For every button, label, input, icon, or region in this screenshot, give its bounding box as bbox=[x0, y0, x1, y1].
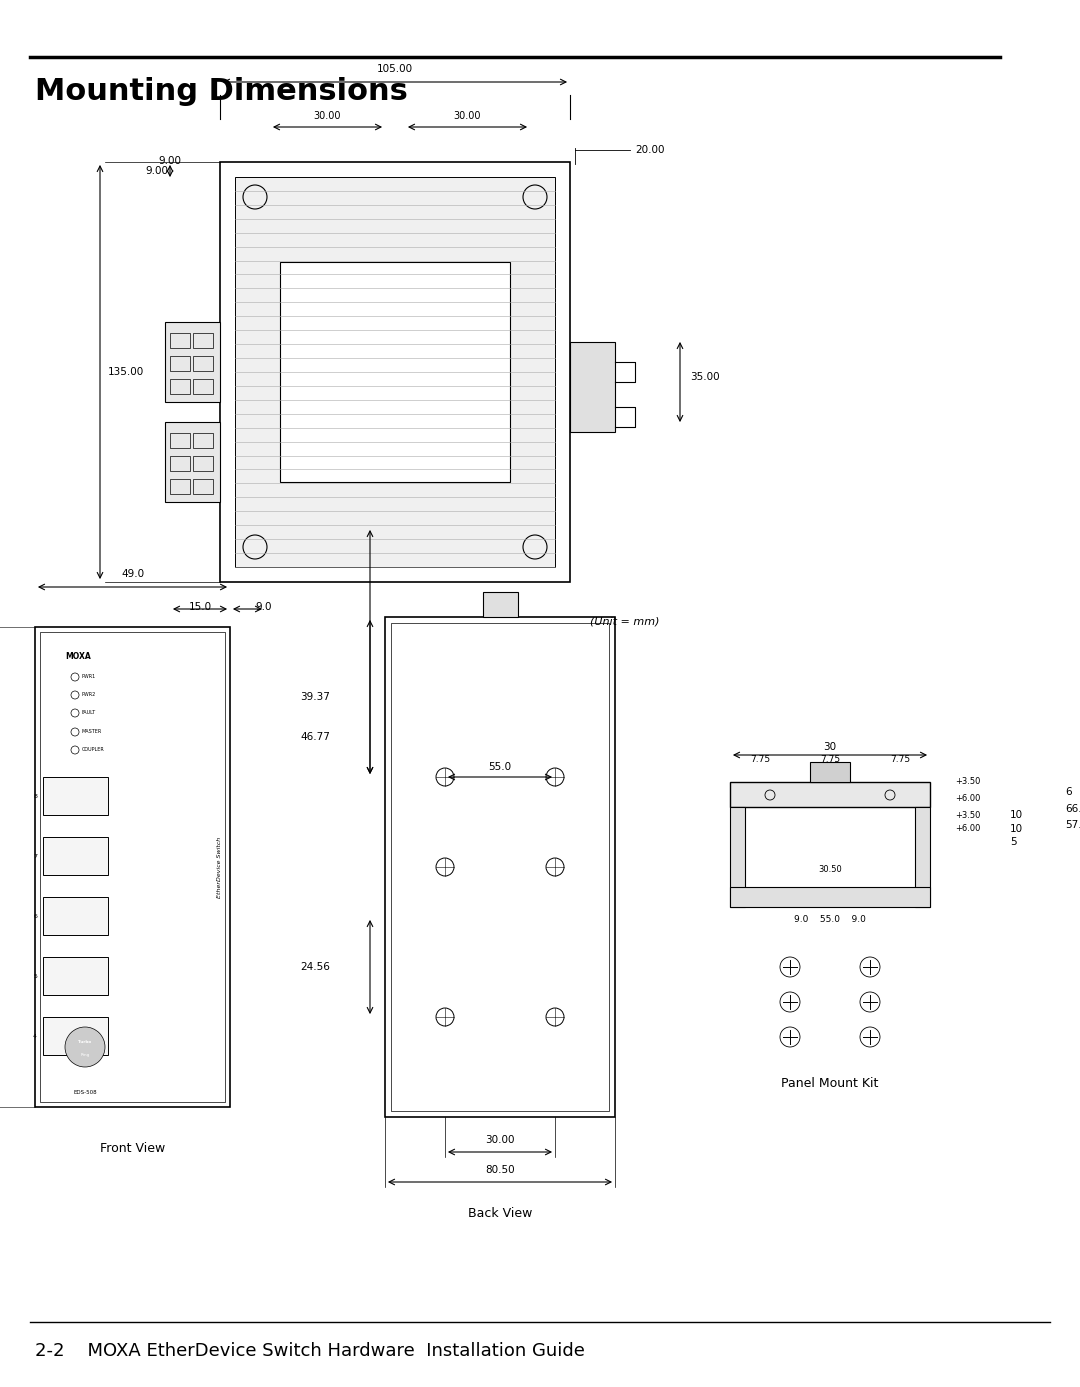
Text: 2-2    MOXA EtherDevice Switch Hardware  Installation Guide: 2-2 MOXA EtherDevice Switch Hardware Ins… bbox=[35, 1343, 585, 1361]
Text: Turbo: Turbo bbox=[79, 1040, 92, 1044]
Text: 5: 5 bbox=[1010, 836, 1016, 847]
Text: PWR1: PWR1 bbox=[82, 674, 96, 680]
Text: 9.0    55.0    9.0: 9.0 55.0 9.0 bbox=[794, 915, 866, 924]
Text: 105.00: 105.00 bbox=[377, 64, 413, 74]
Text: Back View: Back View bbox=[468, 1207, 532, 1221]
Text: 39.37: 39.37 bbox=[300, 692, 330, 702]
Text: MASTER: MASTER bbox=[82, 730, 103, 735]
Text: 7.75: 7.75 bbox=[750, 755, 770, 763]
Bar bbox=[193, 379, 213, 394]
Circle shape bbox=[65, 1026, 105, 1067]
Text: 9.00: 9.00 bbox=[145, 166, 168, 176]
Text: FAULT: FAULT bbox=[82, 710, 96, 716]
Bar bbox=[235, 178, 555, 567]
Bar bbox=[170, 456, 190, 472]
Bar bbox=[170, 356, 190, 370]
Bar bbox=[730, 782, 930, 807]
Bar bbox=[280, 262, 510, 483]
Text: 30: 30 bbox=[823, 742, 837, 752]
Bar bbox=[43, 1017, 108, 1056]
Text: 24.56: 24.56 bbox=[300, 963, 330, 972]
Bar bbox=[483, 592, 517, 617]
Text: 6: 6 bbox=[33, 914, 37, 918]
Text: 80.50: 80.50 bbox=[485, 1165, 515, 1175]
Text: (Unit = mm): (Unit = mm) bbox=[590, 617, 660, 627]
Text: 10: 10 bbox=[1010, 824, 1023, 834]
Bar bbox=[193, 479, 213, 494]
Text: 7.75: 7.75 bbox=[820, 755, 840, 763]
Bar bbox=[193, 456, 213, 472]
Bar bbox=[40, 632, 225, 1103]
Text: 30.50: 30.50 bbox=[819, 864, 842, 874]
Text: 30.00: 30.00 bbox=[485, 1135, 515, 1146]
Text: 135.00: 135.00 bbox=[108, 368, 145, 377]
Text: Front View: Front View bbox=[99, 1142, 165, 1155]
Text: 10: 10 bbox=[1010, 810, 1023, 820]
Bar bbox=[193, 333, 213, 348]
Text: +3.50: +3.50 bbox=[955, 810, 981, 820]
Bar bbox=[915, 807, 930, 907]
Text: +3.50: +3.50 bbox=[955, 778, 981, 786]
Text: 6: 6 bbox=[1065, 786, 1071, 798]
Bar bbox=[810, 761, 850, 782]
Text: EtherDevice Switch: EtherDevice Switch bbox=[217, 836, 222, 897]
Bar bbox=[170, 333, 190, 348]
Text: +6.00: +6.00 bbox=[955, 795, 981, 803]
Bar bbox=[730, 807, 745, 907]
Text: 8: 8 bbox=[33, 793, 37, 799]
Bar bbox=[43, 777, 108, 816]
Text: 15.0: 15.0 bbox=[188, 602, 212, 612]
Bar bbox=[43, 836, 108, 875]
Text: COUPLER: COUPLER bbox=[82, 748, 105, 753]
Bar bbox=[391, 623, 609, 1111]
Text: EDS-508: EDS-508 bbox=[73, 1090, 97, 1094]
Bar bbox=[193, 433, 213, 448]
Text: 57.05: 57.05 bbox=[1065, 820, 1080, 829]
Text: Mounting Dimensions: Mounting Dimensions bbox=[35, 78, 408, 105]
Text: 35.00: 35.00 bbox=[690, 372, 719, 381]
Bar bbox=[165, 322, 220, 402]
Bar bbox=[43, 957, 108, 994]
Text: 30.00: 30.00 bbox=[454, 111, 482, 121]
Text: 46.77: 46.77 bbox=[300, 732, 330, 742]
Text: 66.80: 66.80 bbox=[1065, 804, 1080, 814]
Bar bbox=[170, 379, 190, 394]
Bar bbox=[220, 162, 570, 583]
Bar bbox=[193, 356, 213, 370]
Text: MOXA: MOXA bbox=[65, 652, 91, 662]
Bar bbox=[384, 617, 615, 1117]
Bar bbox=[43, 897, 108, 935]
Text: 20.00: 20.00 bbox=[635, 146, 664, 155]
Bar bbox=[730, 888, 930, 907]
Text: 9.00: 9.00 bbox=[159, 155, 181, 166]
Text: 7.75: 7.75 bbox=[890, 755, 910, 763]
Bar bbox=[35, 627, 230, 1107]
Text: 7: 7 bbox=[33, 853, 37, 859]
Text: +6.00: +6.00 bbox=[955, 824, 981, 834]
Bar bbox=[570, 343, 615, 431]
Text: 5: 5 bbox=[33, 974, 37, 978]
Text: PWR2: PWR2 bbox=[82, 692, 96, 698]
Bar bbox=[170, 479, 190, 494]
Text: 30.00: 30.00 bbox=[314, 111, 341, 121]
Text: 9.0: 9.0 bbox=[255, 602, 271, 612]
Text: 4: 4 bbox=[33, 1033, 37, 1039]
Bar bbox=[165, 422, 220, 502]
Text: 49.0: 49.0 bbox=[121, 569, 144, 578]
Text: Panel Mount Kit: Panel Mount Kit bbox=[781, 1076, 879, 1090]
Bar bbox=[170, 433, 190, 448]
Text: 55.0: 55.0 bbox=[488, 761, 512, 773]
Text: Ring: Ring bbox=[80, 1053, 90, 1057]
